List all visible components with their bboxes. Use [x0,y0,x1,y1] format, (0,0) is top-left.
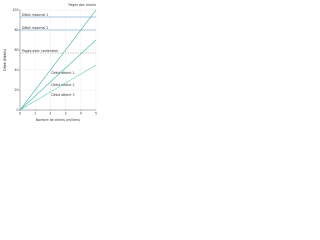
series-label: Débit maximal 1 [22,13,48,17]
y-tick-label: 60 [14,48,18,52]
y-tick-label: 40 [14,68,18,72]
x-tick-label: 5 [95,112,97,116]
series-label: Pages avec contention [22,49,58,53]
x-tick-label: 3 [65,112,67,116]
x-tick-label: 4 [80,112,82,116]
series-line [19,9,97,111]
x-tick-label: 1 [34,112,36,116]
background [0,0,100,124]
series-label: Débit maximal 2 [22,26,48,30]
annotation: Pages des clients [69,3,97,7]
y-axis-label: Débit (Mbit/s) [3,49,7,71]
x-tick-label: 0 [19,112,21,116]
y-tick-label: 100 [12,8,18,12]
series-label: Débit atteint 3 [51,93,74,97]
series-line [19,64,97,111]
series-line [19,39,97,111]
series-label: Débit atteint 2 [51,83,74,87]
chart: Pages des clients Nombre de clients (mil… [0,0,100,124]
y-tick-label: 0 [16,108,18,112]
x-tick-label: 2 [49,112,51,116]
y-tick-label: 80 [14,28,18,32]
series-label: Débit atteint 1 [51,71,74,75]
x-axis-label: Nombre de clients (milliers) [36,118,80,122]
y-tick-label: 20 [14,88,18,92]
